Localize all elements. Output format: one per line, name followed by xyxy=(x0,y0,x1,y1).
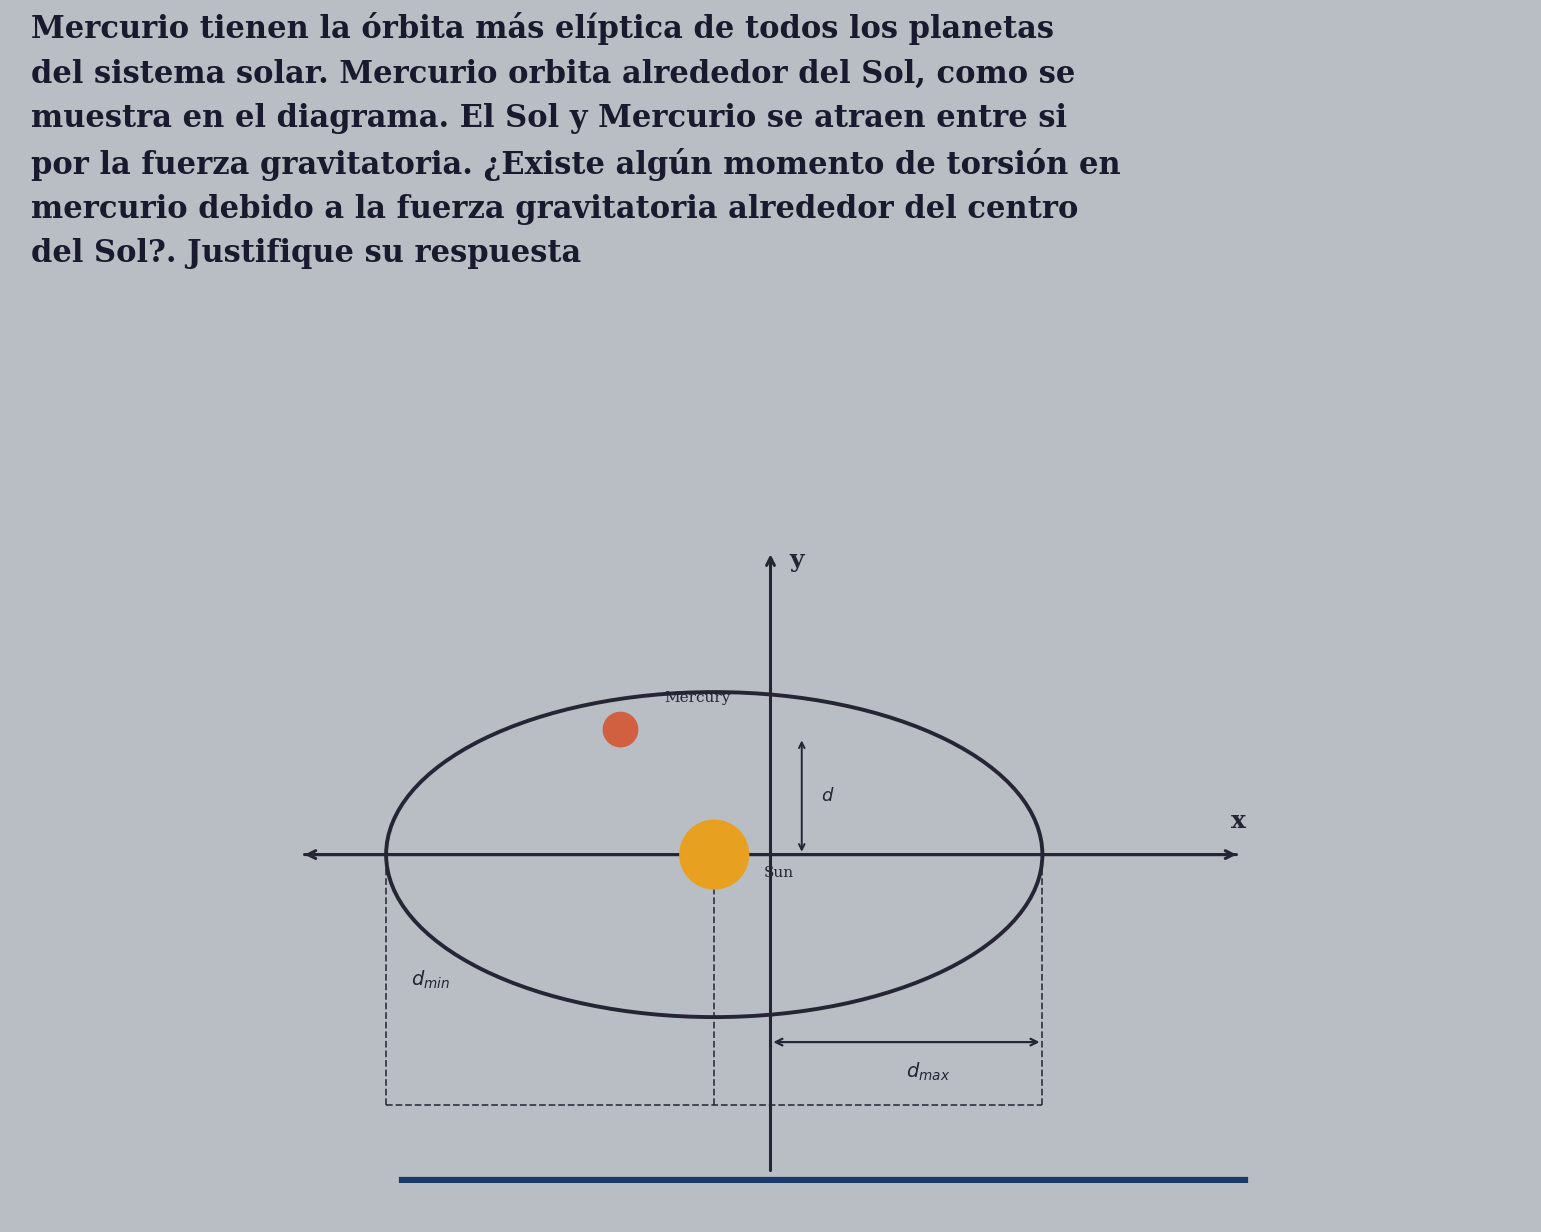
Text: x: x xyxy=(1231,808,1245,833)
Text: Sun: Sun xyxy=(764,866,794,881)
Circle shape xyxy=(680,821,749,890)
Text: y: y xyxy=(789,548,804,573)
Text: $d_{max}$: $d_{max}$ xyxy=(906,1061,951,1083)
Text: $d_{min}$: $d_{min}$ xyxy=(411,968,450,991)
Text: $d$: $d$ xyxy=(820,787,834,804)
Text: Mercurio tienen la órbita más elíptica de todos los planetas
del sistema solar. : Mercurio tienen la órbita más elíptica d… xyxy=(31,12,1120,270)
Text: Mercury: Mercury xyxy=(664,691,730,705)
Circle shape xyxy=(604,712,638,747)
